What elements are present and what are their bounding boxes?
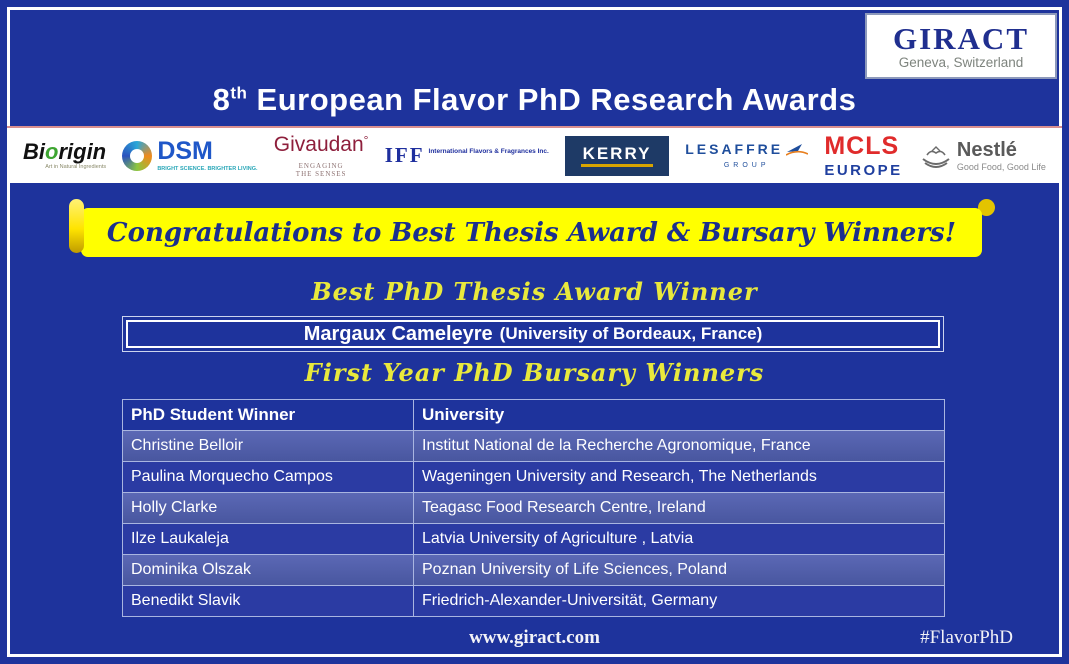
biorigin-part2: rigin [58,139,107,164]
sponsor-logo-strip: Biorigin Art in Natural Ingredients DSM … [7,126,1062,183]
table-row: Dominika Olszak Poznan University of Lif… [122,554,945,586]
university-cell: Teagasc Food Research Centre, Ireland [413,492,945,524]
column-header-university: University [413,399,945,431]
giract-logo-name: GIRACT [892,20,1029,56]
congratulations-ribbon: Congratulations to Best Thesis Award & B… [66,199,995,263]
university-cell: Institut National de la Recherche Agrono… [413,430,945,462]
title-ordinal-suffix: th [230,83,248,103]
column-header-student: PhD Student Winner [122,399,414,431]
dsm-swirl-icon [122,140,153,171]
nestle-nest-icon [922,145,950,168]
mcls-logo-line1: MCLS [824,131,900,160]
kerry-underline [581,163,654,167]
university-cell: Poznan University of Life Sciences, Pola… [413,554,945,586]
university-cell: Wageningen University and Research, The … [413,461,945,493]
website-url: www.giract.com [469,627,600,648]
mcls-logo-line2: EUROPE [824,161,903,179]
sponsor-lesaffre: LESAFFRE GROUP [685,141,809,169]
givaudan-sun-icon: ° [363,132,369,147]
dsm-logo: DSM [157,137,213,165]
ribbon-curl-left [69,199,84,253]
title-number: 8 [212,82,231,117]
dsm-tagline: BRIGHT SCIENCE. BRIGHTER LIVING. [157,166,258,172]
title-text: European Flavor PhD Research Awards [256,82,857,117]
lesaffre-tagline: GROUP [723,162,770,169]
student-name-cell: Holly Clarke [122,492,414,524]
sponsor-nestle: Nestlé Good Food, Good Life [919,140,1046,172]
sponsor-givaudan: Givaudan° ENGAGING THE SENSES [274,134,369,178]
student-name-cell: Dominika Olszak [122,554,414,586]
sponsor-mcls: MCLS EUROPE [824,131,903,179]
university-cell: Friedrich-Alexander-Universität, Germany [413,585,945,617]
table-row: Christine Belloir Institut National de l… [122,430,945,462]
thesis-winner-affiliation: (University of Bordeaux, France) [499,324,763,343]
thesis-winner-name: Margaux Cameleyre [303,322,493,345]
nestle-logo: Nestlé [956,138,1017,161]
student-name-cell: Christine Belloir [122,430,414,462]
giract-logo-location: Geneva, Switzerland [898,54,1024,70]
giract-logo: GIRACT Geneva, Switzerland [865,13,1057,79]
nestle-tagline: Good Food, Good Life [956,161,1046,172]
givaudan-logo: Givaudan° [274,134,369,155]
givaudan-name: Givaudan [273,132,364,156]
lesaffre-logo: LESAFFRE [685,141,784,157]
table-row: Benedikt Slavik Friedrich-Alexander-Univ… [122,585,945,617]
bursary-winners-table: PhD Student Winner University Christine … [122,399,945,617]
sponsor-iff: IFF International Flavors & Fragrances I… [385,145,549,166]
biorigin-logo: Biorigin [23,141,106,163]
table-row: Holly Clarke Teagasc Food Research Centr… [122,492,945,524]
table-header-row: PhD Student Winner University [122,399,945,431]
student-name-cell: Paulina Morquecho Campos [122,461,414,493]
sponsor-dsm: DSM BRIGHT SCIENCE. BRIGHTER LIVING. [122,137,258,172]
iff-tagline: International Flavors & Fragrances Inc. [428,148,549,155]
sponsor-kerry: KERRY [565,135,670,176]
bursary-heading: First Year PhD Bursary Winners [304,358,765,387]
table-row: Ilze Laukaleja Latvia University of Agri… [122,523,945,555]
thesis-winner-box-inner: Margaux Cameleyre (University of Bordeau… [126,320,940,348]
page-title: 8th European Flavor PhD Research Awards [0,82,1069,118]
hashtag: #FlavorPhD [920,627,1013,648]
givaudan-tagline: ENGAGING THE SENSES [295,161,347,178]
university-cell: Latvia University of Agriculture , Latvi… [413,523,945,555]
table-row: Paulina Morquecho Campos Wageningen Univ… [122,461,945,493]
biorigin-part1: Bi [23,139,45,164]
kerry-logo-box: KERRY [565,135,670,176]
biorigin-leaf-o-icon: o [45,139,59,164]
iff-logo: IFF [384,143,425,167]
ribbon-body: Congratulations to Best Thesis Award & B… [81,208,982,257]
sponsor-biorigin: Biorigin Art in Natural Ingredients [23,141,107,171]
ribbon-curl-right [978,199,995,216]
thesis-winner-box: Margaux Cameleyre (University of Bordeau… [122,316,944,352]
lesaffre-swoosh-icon [786,144,809,156]
biorigin-tagline: Art in Natural Ingredients [45,164,107,170]
congratulations-text: Congratulations to Best Thesis Award & B… [106,217,957,248]
kerry-logo: KERRY [582,143,652,163]
student-name-cell: Benedikt Slavik [122,585,414,617]
thesis-award-heading: Best PhD Thesis Award Winner [311,277,758,306]
student-name-cell: Ilze Laukaleja [122,523,414,555]
